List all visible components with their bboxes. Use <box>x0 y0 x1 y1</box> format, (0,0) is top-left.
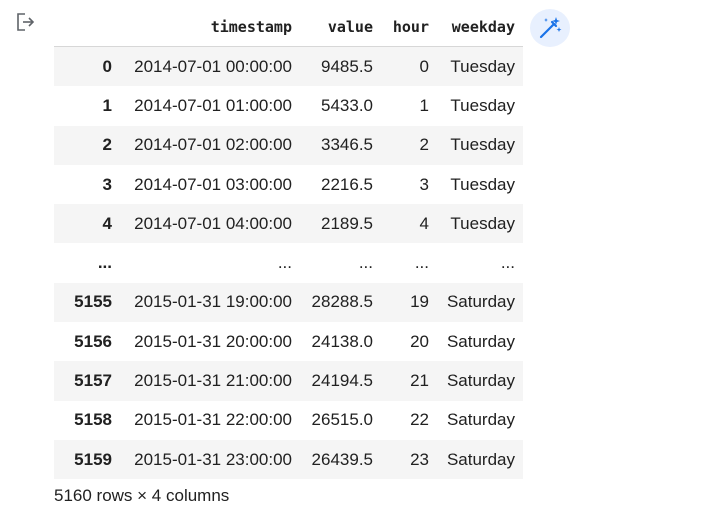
row-index: 1 <box>102 95 112 115</box>
table-body: 0 2014-07-01 00:00:00 9485.5 0 Tuesday 1 2014-… <box>54 46 523 480</box>
cell-value: ... <box>358 253 373 273</box>
cell-timestamp: 2015-01-31 19:00:00 <box>134 292 292 312</box>
cell-weekday: Tuesday <box>450 174 515 194</box>
cell-value: 24138.0 <box>311 331 373 351</box>
cell-weekday: Saturday <box>446 371 515 391</box>
cell-value: 24194.5 <box>311 371 373 391</box>
cell-value: 2216.5 <box>321 174 373 194</box>
table-row: 4 2014-07-01 04:00:00 2189.5 4 Tuesday <box>54 204 523 244</box>
cell-weekday: Tuesday <box>450 135 515 155</box>
table-row: 1 2014-07-01 01:00:00 5433.0 1 Tuesday <box>54 86 523 125</box>
cell-hour: 23 <box>410 449 429 469</box>
row-index: 4 <box>102 213 112 233</box>
row-index: 0 <box>102 56 112 76</box>
cell-hour: 1 <box>419 95 429 115</box>
cell-hour: 0 <box>419 56 429 76</box>
cell-timestamp: 2015-01-31 21:00:00 <box>134 371 292 391</box>
column-header-weekday: weekday <box>437 8 523 47</box>
cell-weekday: Saturday <box>446 292 515 312</box>
cell-timestamp: 2014-07-01 03:00:00 <box>134 174 292 194</box>
cell-timestamp: 2015-01-31 23:00:00 <box>134 449 292 469</box>
cell-value: 2189.5 <box>321 213 373 233</box>
column-header-value: value <box>300 8 381 47</box>
table-row: 5158 2015-01-31 22:00:00 26515.0 22 Saturday <box>54 401 523 440</box>
cell-hour: 21 <box>410 371 429 391</box>
cell-timestamp: 2015-01-31 22:00:00 <box>134 410 292 430</box>
cell-hour: 3 <box>419 174 429 194</box>
row-index: ... <box>97 253 112 273</box>
index-header <box>54 8 120 47</box>
cell-timestamp: 2014-07-01 02:00:00 <box>134 135 292 155</box>
row-index: 5159 <box>74 449 112 469</box>
cell-hour: 2 <box>419 135 429 155</box>
cell-weekday: ... <box>500 253 515 273</box>
cell-timestamp: 2014-07-01 01:00:00 <box>134 95 292 115</box>
table-row: 5157 2015-01-31 21:00:00 24194.5 21 Saturday <box>54 361 523 401</box>
cell-value: 9485.5 <box>321 56 373 76</box>
cell-value: 5433.0 <box>321 95 373 115</box>
cell-timestamp: 2014-07-01 00:00:00 <box>134 56 292 76</box>
column-header-hour: hour <box>381 8 437 47</box>
cell-value: 3346.5 <box>321 135 373 155</box>
row-index: 5155 <box>74 292 112 312</box>
column-header-timestamp: timestamp <box>120 8 300 47</box>
magic-wand-icon <box>539 17 562 39</box>
table-row: 3 2014-07-01 03:00:00 2216.5 3 Tuesday <box>54 165 523 204</box>
magic-wand-button[interactable] <box>530 9 570 47</box>
table-row: 5156 2015-01-31 20:00:00 24138.0 20 Saturday <box>54 322 523 361</box>
dataframe-table: timestamp value hour weekday 0 2014-07-01… <box>54 8 523 480</box>
cell-hour: ... <box>414 253 429 273</box>
output-redirect-icon[interactable] <box>16 12 36 32</box>
row-index: 5158 <box>74 410 112 430</box>
cell-timestamp: 2014-07-01 04:00:00 <box>134 213 292 233</box>
row-index: 5156 <box>74 331 112 351</box>
cell-weekday: Saturday <box>446 331 515 351</box>
cell-weekday: Saturday <box>446 449 515 469</box>
table-row: 5155 2015-01-31 19:00:00 28288.5 19 Saturday <box>54 282 523 323</box>
cell-timestamp: ... <box>277 253 292 273</box>
cell-hour: 20 <box>410 331 429 351</box>
cell-timestamp: 2015-01-31 20:00:00 <box>134 331 292 351</box>
table-row: 5159 2015-01-31 23:00:00 26439.5 23 Saturday <box>54 439 523 480</box>
cell-value: 26439.5 <box>311 449 373 469</box>
cell-weekday: Tuesday <box>450 213 515 233</box>
cell-hour: 22 <box>410 410 429 430</box>
table-row: 2 2014-07-01 02:00:00 3346.5 2 Tuesday <box>54 125 523 165</box>
table-row: 0 2014-07-01 00:00:00 9485.5 0 Tuesday <box>54 46 523 87</box>
row-index: 5157 <box>74 371 112 391</box>
table-header-row: timestamp value hour weekday <box>54 8 523 47</box>
cell-hour: 4 <box>419 213 429 233</box>
table-row: ............... <box>54 243 523 282</box>
dataframe-output: timestamp value hour weekday 0 2014-07-01… <box>54 8 523 480</box>
cell-weekday: Saturday <box>446 410 515 430</box>
cell-value: 26515.0 <box>311 410 373 430</box>
cell-value: 28288.5 <box>311 292 373 312</box>
dataframe-shape-summary: 5160 rows × 4 columns <box>54 486 230 505</box>
cell-weekday: Tuesday <box>450 95 515 115</box>
cell-weekday: Tuesday <box>450 56 515 76</box>
row-index: 3 <box>102 174 112 194</box>
row-index: 2 <box>102 135 112 155</box>
cell-hour: 19 <box>410 292 429 312</box>
